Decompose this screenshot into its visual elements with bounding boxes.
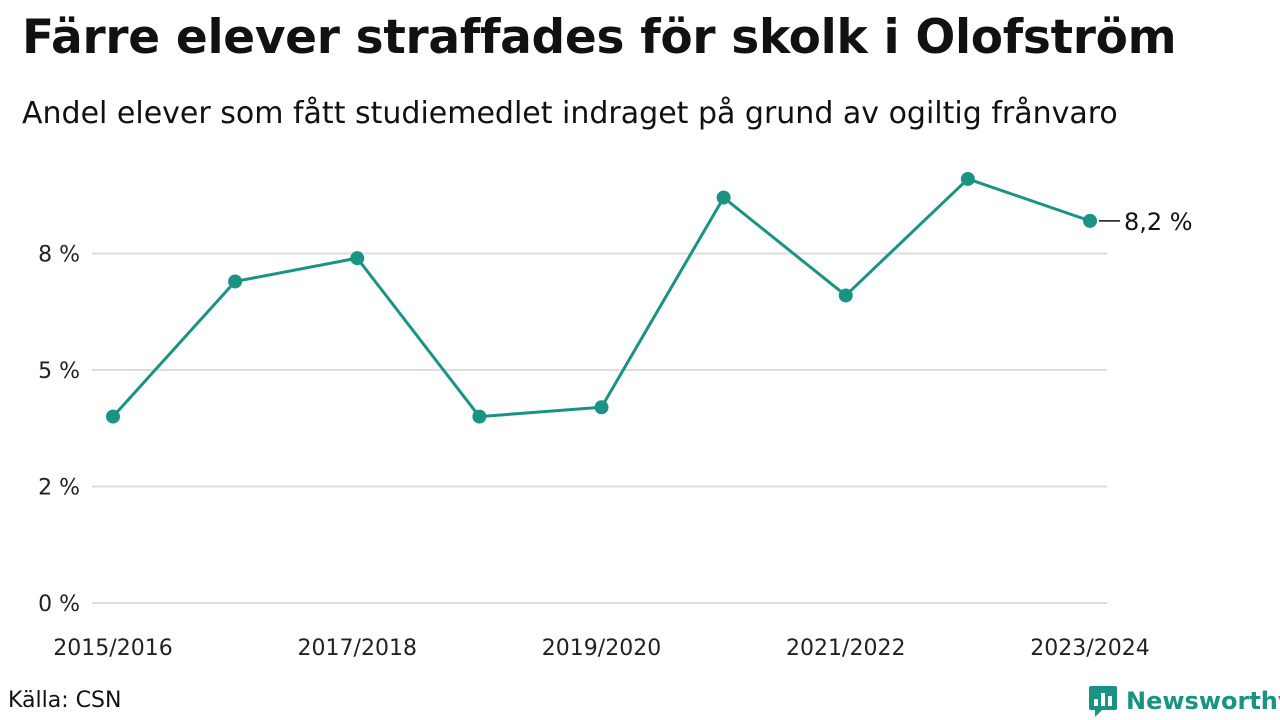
newsworthy-icon [1089, 686, 1117, 717]
x-tick-label: 2021/2022 [786, 636, 905, 661]
brand-logo: Newsworthy [1088, 684, 1280, 718]
x-tick-label: 2017/2018 [298, 636, 417, 661]
data-point [472, 409, 487, 424]
y-tick-label: 8 % [38, 243, 80, 268]
x-tick-label: 2019/2020 [542, 636, 661, 661]
data-point [350, 251, 365, 266]
brand-name: Newsworthy [1126, 687, 1280, 715]
data-point [716, 190, 731, 205]
series-line [111, 177, 1091, 419]
data-point [594, 400, 609, 415]
x-tick-label: 2023/2024 [1030, 636, 1149, 661]
source-label: Källa: CSN [8, 688, 122, 713]
data-point [960, 171, 975, 186]
x-tick-label: 2015/2016 [53, 636, 172, 661]
data-point [838, 288, 853, 303]
data-point [106, 409, 120, 424]
chart-subtitle: Andel elever som fått studiemedlet indra… [22, 96, 1118, 131]
end-value-label: 8,2 % [1124, 208, 1193, 236]
y-tick-label: 0 % [38, 592, 80, 617]
y-tick-label: 5 % [38, 359, 80, 384]
chart-title: Färre elever straffades för skolk i Olof… [22, 10, 1177, 65]
data-point [228, 274, 243, 289]
y-tick-label: 2 % [38, 476, 80, 501]
data-point [1083, 213, 1097, 228]
